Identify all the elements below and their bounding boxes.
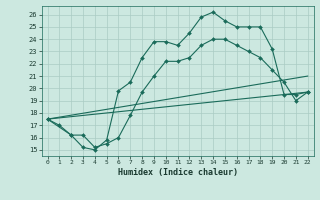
X-axis label: Humidex (Indice chaleur): Humidex (Indice chaleur) xyxy=(118,168,237,177)
